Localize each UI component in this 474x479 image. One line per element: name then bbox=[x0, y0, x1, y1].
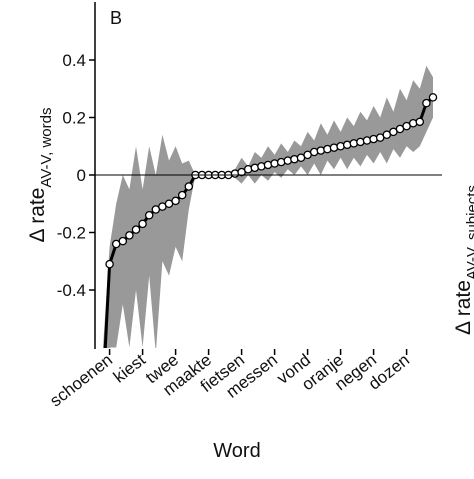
right-label-main: Δ rate bbox=[452, 280, 474, 335]
data-point bbox=[415, 117, 425, 127]
data-point bbox=[422, 98, 431, 108]
data-point bbox=[144, 210, 154, 220]
y-label-sub: AV-V, words bbox=[38, 108, 55, 188]
x-tick-label: kiest bbox=[110, 350, 149, 387]
data-point bbox=[131, 225, 141, 234]
y-tick-label: -0.4 bbox=[57, 281, 86, 300]
y-tick-label: -0.2 bbox=[57, 224, 86, 243]
y-tick-label: 0.4 bbox=[62, 51, 86, 70]
right-axis-label: Δ rateAV-V, subjects bbox=[452, 185, 474, 335]
y-axis-label: Δ rateAV-V, words bbox=[26, 108, 55, 243]
plot-area bbox=[96, 65, 442, 394]
data-point bbox=[118, 236, 128, 246]
panel-label: B bbox=[110, 8, 122, 28]
confidence-band bbox=[103, 65, 433, 348]
data-point bbox=[171, 196, 180, 206]
data-point bbox=[138, 219, 147, 229]
data-point bbox=[105, 259, 114, 269]
data-point bbox=[177, 190, 187, 200]
data-point bbox=[184, 182, 194, 191]
y-label-main: Δ rate bbox=[26, 188, 49, 243]
data-point bbox=[428, 93, 438, 102]
y-tick-label: 0.2 bbox=[62, 109, 86, 128]
y-tick-label: 0 bbox=[77, 166, 86, 185]
right-label-sub: AV-V, subjects bbox=[464, 185, 474, 280]
data-point bbox=[99, 387, 106, 394]
x-tick-label: schoenen bbox=[46, 350, 116, 410]
data-point bbox=[125, 231, 134, 240]
x-axis-label: Word bbox=[213, 440, 260, 462]
